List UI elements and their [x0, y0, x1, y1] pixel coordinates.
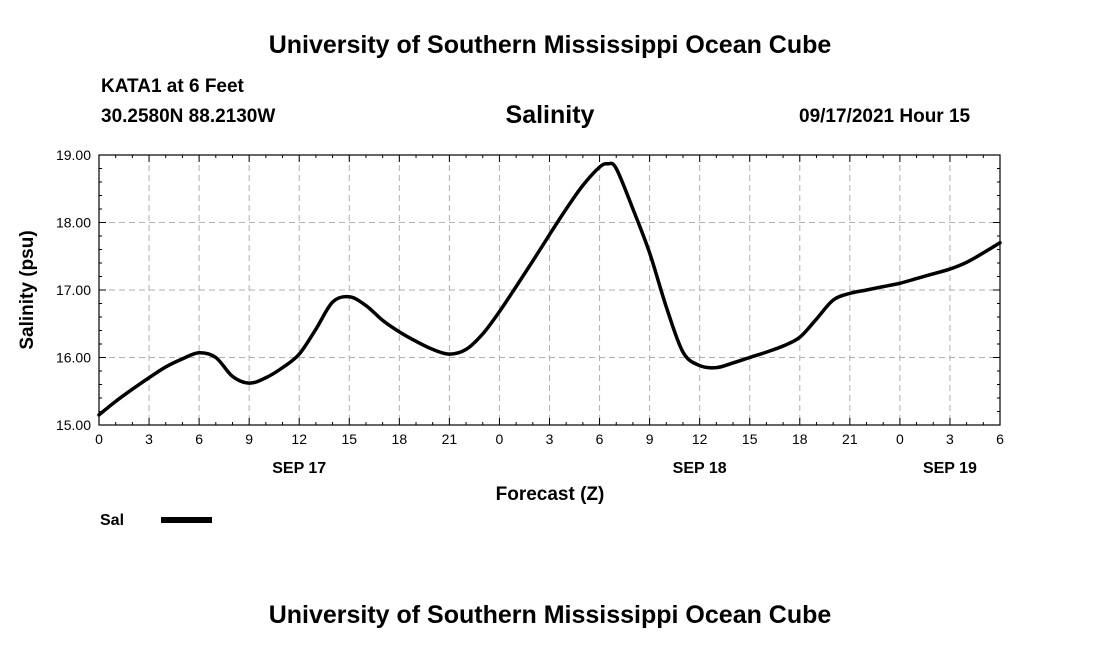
x-tick-label: 0: [896, 431, 904, 447]
date-label: SEP 17: [272, 460, 326, 477]
y-tick-label: 16.00: [56, 350, 91, 366]
chart-title-bottom: University of Southern Mississippi Ocean…: [268, 601, 832, 629]
legend: Sal: [100, 512, 212, 529]
legend-label-sal: Sal: [100, 512, 124, 529]
x-tick-label: 6: [596, 431, 604, 447]
date-label: SEP 18: [673, 460, 727, 477]
y-tick-label: 19.00: [56, 147, 91, 163]
x-tick-label: 15: [742, 431, 758, 447]
date-label: SEP 19: [923, 460, 977, 477]
x-tick-label: 3: [946, 431, 954, 447]
x-tick-label: 12: [291, 431, 307, 447]
x-tick-label: 12: [692, 431, 708, 447]
y-axis-label: Salinity (psu): [17, 230, 38, 349]
x-tick-label: 21: [442, 431, 458, 447]
x-tick-label: 9: [646, 431, 654, 447]
x-axis-label: Forecast (Z): [496, 484, 605, 505]
axis-ticks: 0 3 6 9 12 15 18 21 0 3 6 9 12 15 18 21 0 3 6 15.00 16.00 17.…: [56, 147, 1004, 477]
forecast-datetime: 09/17/2021 Hour 15: [799, 106, 971, 127]
x-tick-label: 6: [195, 431, 203, 447]
station-coordinates: 30.2580N 88.2130W: [101, 106, 276, 127]
variable-title: Salinity: [505, 101, 595, 129]
axis-labels: Forecast (Z) Salinity (psu): [17, 230, 604, 505]
station-name: KATA1 at 6 Feet: [101, 76, 244, 97]
x-tick-label: 18: [792, 431, 808, 447]
y-tick-label: 18.00: [56, 215, 91, 231]
x-tick-label: 15: [341, 431, 357, 447]
y-tick-label: 15.00: [56, 417, 91, 433]
x-tick-label: 0: [95, 431, 103, 447]
series-line-sal: [97, 161, 1002, 417]
x-tick-label: 9: [245, 431, 253, 447]
x-tick-label: 6: [996, 431, 1004, 447]
chart-title-top: University of Southern Mississippi Ocean…: [268, 31, 832, 59]
x-tick-label: 0: [496, 431, 504, 447]
x-tick-label: 18: [392, 431, 408, 447]
x-tick-label: 3: [546, 431, 554, 447]
series-layer: [97, 161, 1002, 417]
x-tick-label: 3: [145, 431, 153, 447]
y-tick-label: 17.00: [56, 282, 91, 298]
grid-lines: [99, 155, 1000, 425]
x-tick-label: 21: [842, 431, 858, 447]
